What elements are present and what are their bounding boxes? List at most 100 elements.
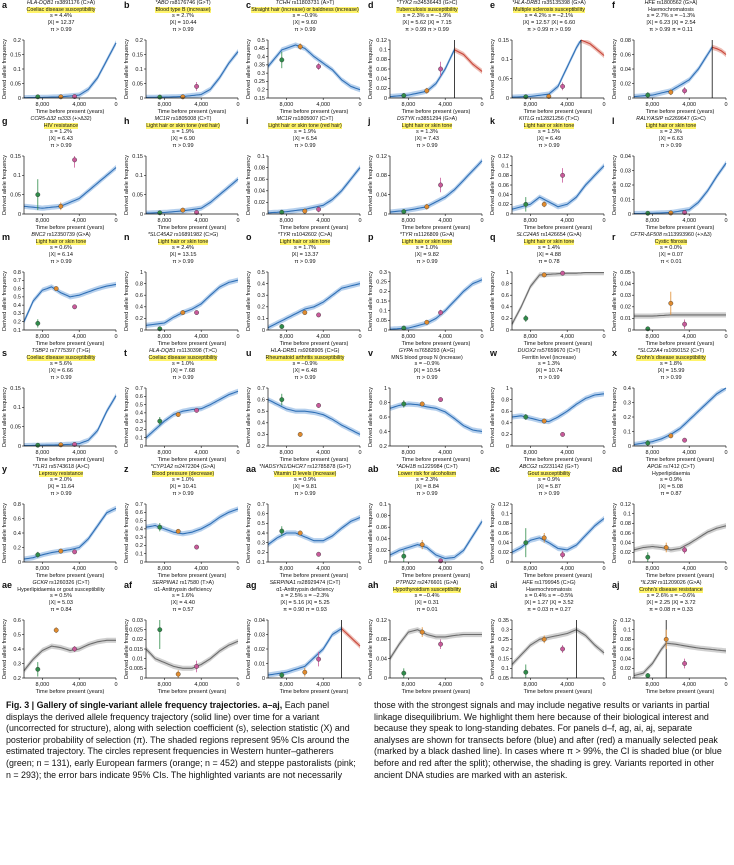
x-tick-label: 4,000 <box>194 334 208 340</box>
variant-title: *HLA-DRB1 rs35135398 (G>A) Multiple scler… <box>488 0 610 14</box>
y-tick-label: 0.4 <box>257 54 265 60</box>
gene-name: KITLG <box>519 116 535 122</box>
panel-label: v <box>368 348 374 358</box>
x-tick-label: 4,000 <box>316 682 330 688</box>
x-tick-label: 0 <box>114 566 117 572</box>
selection-statistic: |X| = 9.60 <box>293 20 317 26</box>
trait-label: MNS blood group N (increase) <box>391 355 463 361</box>
selection-coefficient: s = 1.2% <box>50 129 72 135</box>
y-axis-label: Derived allele frequency <box>246 503 252 563</box>
population-point-pink <box>316 656 322 662</box>
selection-statistic: |X| = 2.25 |X| = 3.72 <box>646 600 696 606</box>
trait-label: Coeliac disease susceptibility <box>26 7 96 13</box>
variant-id: rs2472304 (G>A) <box>173 464 216 470</box>
posterior-probability: π > 0.99 <box>172 375 194 381</box>
trait-label: Light hair or skin tone <box>523 123 575 129</box>
variant-title: *IL23R rs11209026 (G>A) Crohn's disease r… <box>610 580 732 594</box>
selection-stats: s = 2.0% |X| = 11.64 π > 0.99 <box>0 477 122 498</box>
selection-statistic: |X| = 9.81 <box>293 484 317 490</box>
x-axis-label: Time before present (years) <box>36 689 105 695</box>
panel-label: h <box>124 116 130 126</box>
trajectory-line <box>389 49 455 98</box>
x-tick-label: 4,000 <box>682 682 696 688</box>
y-tick-label: 0.04 <box>620 67 631 73</box>
y-tick-label: 0.6 <box>13 516 21 522</box>
y-tick-label: 0.2 <box>623 415 631 421</box>
trait-label: Light hair or skin tone <box>401 239 453 245</box>
population-point-orange <box>663 545 669 550</box>
y-tick-label: 0.5 <box>135 518 143 524</box>
trajectory-line <box>23 639 116 672</box>
trajectory-line <box>267 283 361 329</box>
variant-title: *TLR1 rs5743618 (A>C) Leprosy resistance <box>0 464 122 478</box>
variant-id: rs16891982 (C>G) <box>172 232 219 238</box>
x-tick-label: 4,000 <box>316 102 330 108</box>
gene-name: *IL23R <box>640 580 657 586</box>
trait-label: Blood pressure (decrease) <box>151 471 215 477</box>
x-tick-label: 8,000 <box>280 450 294 456</box>
population-point-green <box>523 201 529 207</box>
selection-statistic: |X| = 7.68 <box>171 368 195 374</box>
y-tick-label: 0.3 <box>501 627 509 633</box>
selection-coefficient: s = 0.4% s = –0.5% <box>524 593 574 599</box>
x-axis-label: Time before present (years) <box>524 689 593 695</box>
gene-name: *TYK2 <box>396 0 412 6</box>
population-point-green <box>35 666 41 672</box>
gene-name: HLA-DQB1 <box>149 348 176 354</box>
selection-coefficient: s = 5.6% <box>50 361 72 367</box>
y-tick-label: 0.02 <box>620 666 631 672</box>
y-tick-label: 0.5 <box>257 409 265 415</box>
trait-label: Leprosy resistance <box>38 471 84 477</box>
selection-coefficient: s = –0.9% <box>292 13 318 19</box>
selection-coefficient: s = 1.5% <box>538 129 560 135</box>
y-tick-label: 0.03 <box>254 632 265 638</box>
y-tick-label: 0.45 <box>254 46 265 52</box>
selection-statistic: |X| = 6.49 <box>537 136 561 142</box>
y-tick-label: 0.3 <box>379 270 387 276</box>
y-tick-label: 0.1 <box>501 511 509 517</box>
population-point-orange <box>53 286 59 291</box>
y-tick-label: 0.03 <box>132 618 143 624</box>
y-tick-label: 0 <box>262 212 265 218</box>
selection-coefficient: s = 2.5% s = –2.3% <box>280 593 330 599</box>
population-point-orange <box>541 636 547 642</box>
y-axis-label: Derived allele frequency <box>490 271 496 331</box>
x-tick-label: 4,000 <box>438 682 452 688</box>
panel-ag: ag SERPINA1 rs28929474 (C>T) α1-Antitrypsi… <box>244 580 366 696</box>
selection-statistic: |X| = 0.31 <box>415 600 439 606</box>
posterior-probability: π = 0.78 <box>538 259 560 265</box>
x-tick-label: 0 <box>724 218 727 224</box>
selection-coefficient: s = 0.5% <box>50 593 72 599</box>
trajectory-line <box>633 525 727 551</box>
posterior-probability: π > 0.99 <box>416 143 438 149</box>
y-tick-label: 0 <box>140 212 143 218</box>
confidence-band <box>24 505 116 562</box>
y-tick-label: 0.1 <box>501 666 509 672</box>
trajectory-plot: 0 0.1 0.2 0.3 0.4 0.5 0.6 0.7 8,000 4,000 0 Time be… <box>124 386 240 463</box>
trajectory-line <box>145 390 239 439</box>
variant-id: rs11209026 (G>A) <box>656 580 702 586</box>
variant-title: HLA-DQB1 rs3891176 (C>A) Coeliac disease … <box>0 0 122 14</box>
population-point-pink <box>316 64 322 69</box>
y-tick-label: 0.08 <box>498 173 509 179</box>
confidence-band <box>268 165 360 214</box>
confidence-band <box>454 47 482 74</box>
trait-label: Light hair or skin tone <box>35 239 87 245</box>
gene-name: CFTR-ΔF508 <box>630 232 662 238</box>
population-point-green <box>645 326 651 332</box>
y-tick-label: 0 <box>18 212 21 218</box>
gene-name: *CYP1A2 <box>150 464 174 470</box>
y-tick-label: 0.1 <box>501 163 509 169</box>
panel-label: ae <box>2 580 13 590</box>
panel-label: ab <box>368 464 379 474</box>
x-tick-label: 0 <box>480 102 483 108</box>
gene-name: ABCG2 <box>519 464 538 470</box>
population-point-pink <box>682 321 688 327</box>
population-point-pink <box>438 66 444 72</box>
y-tick-label: 0.02 <box>376 548 387 554</box>
x-tick-label: 4,000 <box>682 566 696 572</box>
y-tick-label: 0.2 <box>501 432 509 438</box>
y-tick-label: 0.04 <box>254 618 265 624</box>
confidence-band <box>634 388 726 446</box>
population-point-green <box>645 673 651 678</box>
